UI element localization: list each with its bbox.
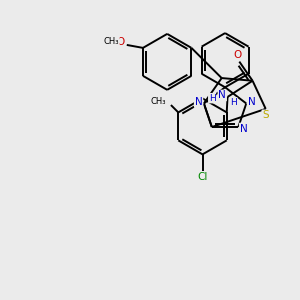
Text: S: S [262, 110, 269, 120]
Text: O: O [234, 50, 242, 60]
Text: N: N [248, 97, 256, 107]
Text: CH₃: CH₃ [104, 37, 119, 46]
Text: N: N [240, 124, 248, 134]
Text: CH₃: CH₃ [151, 97, 166, 106]
Text: H: H [230, 98, 237, 107]
Text: N: N [195, 97, 203, 107]
Text: Cl: Cl [197, 172, 208, 182]
Text: O: O [116, 37, 124, 47]
Text: H: H [209, 94, 215, 103]
Text: N: N [218, 91, 226, 100]
